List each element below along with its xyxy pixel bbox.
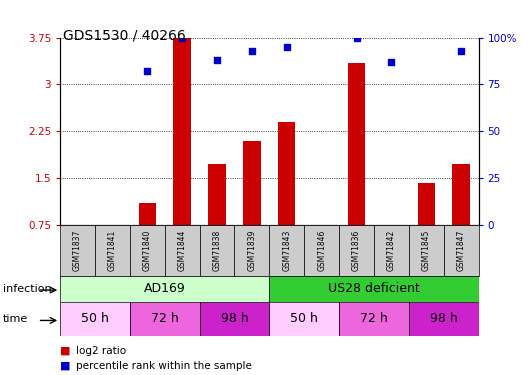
Point [282, 44, 291, 50]
Point [387, 59, 395, 65]
Bar [348, 63, 365, 225]
Text: 50 h: 50 h [81, 312, 109, 325]
Bar [130, 225, 165, 276]
Text: GSM71843: GSM71843 [282, 230, 291, 271]
Bar [200, 225, 234, 276]
Text: time: time [3, 314, 28, 324]
Bar [243, 141, 260, 225]
Text: GSM71840: GSM71840 [143, 230, 152, 271]
Text: 72 h: 72 h [151, 312, 179, 325]
Bar [60, 225, 95, 276]
Point [492, 48, 500, 54]
Text: 72 h: 72 h [360, 312, 388, 325]
Text: GSM71844: GSM71844 [178, 230, 187, 271]
Text: GSM71836: GSM71836 [352, 230, 361, 271]
Text: 98 h: 98 h [430, 312, 458, 325]
Text: GSM71842: GSM71842 [387, 230, 396, 271]
Bar [60, 276, 269, 302]
Bar [234, 225, 269, 276]
Bar [200, 302, 269, 336]
Text: GSM71837: GSM71837 [73, 230, 82, 271]
Bar [417, 183, 435, 225]
Bar [130, 302, 200, 336]
Bar [409, 225, 444, 276]
Bar [269, 276, 479, 302]
Bar [487, 170, 505, 225]
Bar [409, 302, 479, 336]
Bar [139, 203, 156, 225]
Text: GSM71847: GSM71847 [457, 230, 465, 271]
Text: GDS1530 / 40266: GDS1530 / 40266 [63, 28, 186, 42]
Text: log2 ratio: log2 ratio [76, 346, 126, 355]
Bar [374, 225, 409, 276]
Bar [444, 225, 479, 276]
Point [353, 34, 361, 40]
Point [248, 48, 256, 54]
Text: GSM71846: GSM71846 [317, 230, 326, 271]
Text: US28 deficient: US28 deficient [328, 282, 420, 295]
Text: ■: ■ [60, 346, 71, 355]
Bar [452, 164, 470, 225]
Point [143, 68, 152, 74]
Bar [174, 38, 191, 225]
Text: GSM71841: GSM71841 [108, 230, 117, 271]
Bar [165, 225, 200, 276]
Text: ■: ■ [60, 361, 71, 370]
Bar [269, 302, 339, 336]
Bar [95, 225, 130, 276]
Text: 98 h: 98 h [221, 312, 248, 325]
Text: AD169: AD169 [144, 282, 186, 295]
Bar [278, 122, 295, 225]
Point [213, 57, 221, 63]
Point [457, 48, 465, 54]
Point [178, 34, 186, 40]
Bar [208, 164, 226, 225]
Bar [269, 225, 304, 276]
Text: percentile rank within the sample: percentile rank within the sample [76, 361, 252, 370]
Bar [304, 225, 339, 276]
Text: 50 h: 50 h [290, 312, 318, 325]
Bar [339, 225, 374, 276]
Text: GSM71845: GSM71845 [422, 230, 431, 271]
Text: infection: infection [3, 284, 51, 294]
Text: GSM71839: GSM71839 [247, 230, 256, 271]
Bar [339, 302, 409, 336]
Text: GSM71838: GSM71838 [212, 230, 222, 271]
Bar [60, 302, 130, 336]
